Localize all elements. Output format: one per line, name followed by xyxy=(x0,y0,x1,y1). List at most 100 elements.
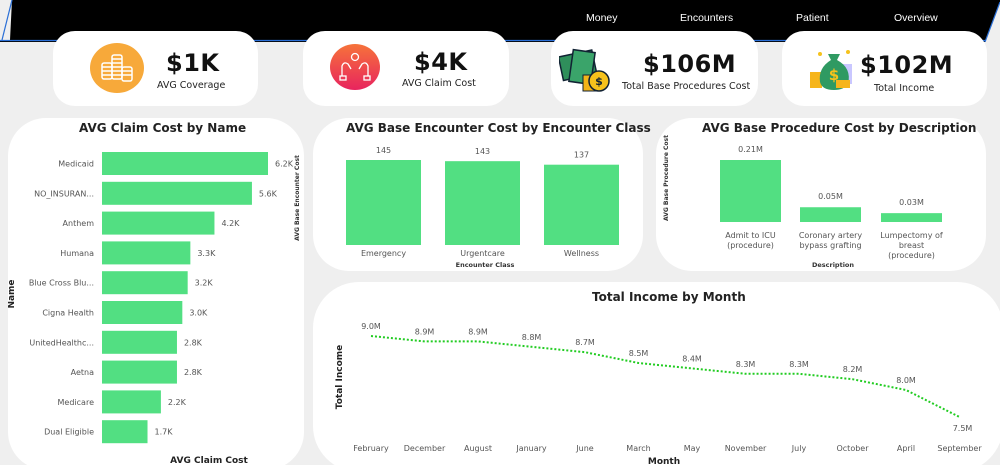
category-label: Coronary artery xyxy=(799,231,863,240)
data-label: 2.2K xyxy=(168,398,187,407)
category-label: March xyxy=(626,444,650,453)
data-label: 7.5M xyxy=(953,424,973,433)
data-label: 145 xyxy=(376,146,391,155)
category-label: NO_INSURAN... xyxy=(34,189,94,198)
category-label: Aetna xyxy=(71,368,94,377)
x-axis-title: Encounter Class xyxy=(456,261,515,269)
category-label: (procedure) xyxy=(727,241,774,250)
bar xyxy=(102,420,148,444)
chart-title: AVG Claim Cost by Name xyxy=(79,121,247,135)
category-label: May xyxy=(684,444,701,453)
hands-care-icon xyxy=(330,44,380,90)
y-axis-title: Total Income xyxy=(335,345,345,409)
category-label: breast xyxy=(899,241,924,250)
category-label: (procedure) xyxy=(888,251,935,260)
kpi-label: AVG Coverage xyxy=(157,80,226,91)
chart-card-encounter-cost: AVG Base Encounter Cost by Encounter Cla… xyxy=(313,118,651,271)
category-label: Urgentcare xyxy=(460,249,505,258)
category-label: Dual Eligible xyxy=(44,428,94,437)
data-label: 137 xyxy=(574,151,589,160)
y-axis-title: AVG Base Procedure Cost xyxy=(663,135,670,221)
nav-patient[interactable]: Patient xyxy=(796,12,829,24)
bar xyxy=(720,160,781,222)
category-label: Admit to ICU xyxy=(725,231,776,240)
coins-icon xyxy=(90,43,144,93)
data-label: 8.8M xyxy=(522,333,542,342)
kpi-label: AVG Claim Cost xyxy=(402,78,476,89)
data-label: 8.7M xyxy=(575,338,595,347)
kpi-value: $1K xyxy=(166,49,220,77)
category-label: Lumpectomy of xyxy=(880,231,943,240)
bar xyxy=(102,152,268,175)
category-label: Wellness xyxy=(564,249,599,258)
data-label: 8.3M xyxy=(736,360,756,369)
kpi-total-base-procedures-cost: $ $106M Total Base Procedures Cost xyxy=(551,31,758,106)
x-axis-title: Description xyxy=(812,261,854,269)
data-label: 6.2K xyxy=(275,160,294,169)
bar xyxy=(102,241,191,265)
data-label: 0.03M xyxy=(899,198,924,207)
category-label: January xyxy=(515,444,547,453)
category-label: February xyxy=(353,444,389,453)
bar xyxy=(544,164,619,245)
nav-overview[interactable]: Overview xyxy=(894,12,938,24)
category-label: June xyxy=(575,444,594,453)
category-label: Humana xyxy=(60,249,94,258)
category-label: Cigna Health xyxy=(42,309,94,318)
bar xyxy=(445,161,520,245)
chart-title: AVG Base Procedure Cost by Description xyxy=(702,121,977,135)
kpi-total-income: $ $102M Total Income xyxy=(782,31,987,106)
nav-encounters[interactable]: Encounters xyxy=(680,12,734,24)
data-label: 3.2K xyxy=(195,279,214,288)
kpi-value: $106M xyxy=(643,50,737,78)
kpi-value: $4K xyxy=(414,48,468,76)
data-label: 2.8K xyxy=(184,368,203,377)
data-label: 8.3M xyxy=(789,360,809,369)
money-bag-icon: $ xyxy=(810,50,852,90)
kpi-avg-claim-cost: $4K AVG Claim Cost xyxy=(303,31,509,106)
category-label: UnitedHealthc... xyxy=(29,338,94,347)
data-label: 0.05M xyxy=(818,192,843,201)
svg-text:$: $ xyxy=(595,75,603,88)
data-label: 8.0M xyxy=(896,376,916,385)
data-label: 1.7K xyxy=(155,428,174,437)
data-label: 8.2M xyxy=(843,365,863,374)
svg-text:$: $ xyxy=(829,66,839,84)
income-line-chart: 9.0M February 8.9M December 8.9M August 8.8M Ja… xyxy=(335,322,982,465)
category-label: November xyxy=(725,444,767,453)
kpi-value: $102M xyxy=(860,51,954,79)
bar xyxy=(102,181,252,205)
chart-title: AVG Base Encounter Cost by Encounter Cla… xyxy=(346,121,651,135)
category-label: Medicare xyxy=(58,398,95,407)
chart-card-income-by-month: Total Income by Month 9.0M February 8.9M De… xyxy=(313,282,1000,465)
chart-title: Total Income by Month xyxy=(592,290,746,304)
category-label: April xyxy=(897,444,915,453)
x-axis-title: AVG Claim Cost xyxy=(170,456,248,465)
chart-card-procedure-cost: AVG Base Procedure Cost by Description 0… xyxy=(656,118,986,271)
chart-card-claim-cost-by-name: AVG Claim Cost by Name Medicaid 6.2K NO_IN… xyxy=(8,118,304,465)
kpi-label: Total Base Procedures Cost xyxy=(622,81,751,92)
cash-icon: $ xyxy=(559,48,610,92)
data-label: 5.6K xyxy=(259,189,278,198)
data-label: 143 xyxy=(475,147,490,156)
data-label: 0.21M xyxy=(738,145,763,154)
data-label: 8.5M xyxy=(629,349,649,358)
data-label: 4.2K xyxy=(221,219,240,228)
bar xyxy=(102,211,215,235)
bar xyxy=(102,390,161,414)
data-label: 3.0K xyxy=(189,309,208,318)
category-label: bypass grafting xyxy=(799,241,861,250)
data-label: 8.9M xyxy=(415,327,435,336)
category-label: October xyxy=(836,444,869,453)
bar xyxy=(346,160,421,245)
bar xyxy=(102,330,177,354)
category-label: Anthem xyxy=(63,219,95,228)
data-label: 8.4M xyxy=(682,354,702,363)
y-axis-title: Name xyxy=(8,279,17,308)
kpi-label: Total Income xyxy=(874,83,935,94)
category-label: December xyxy=(404,444,446,453)
category-label: July xyxy=(791,444,807,453)
bar xyxy=(102,271,188,295)
nav-money[interactable]: Money xyxy=(586,12,618,24)
